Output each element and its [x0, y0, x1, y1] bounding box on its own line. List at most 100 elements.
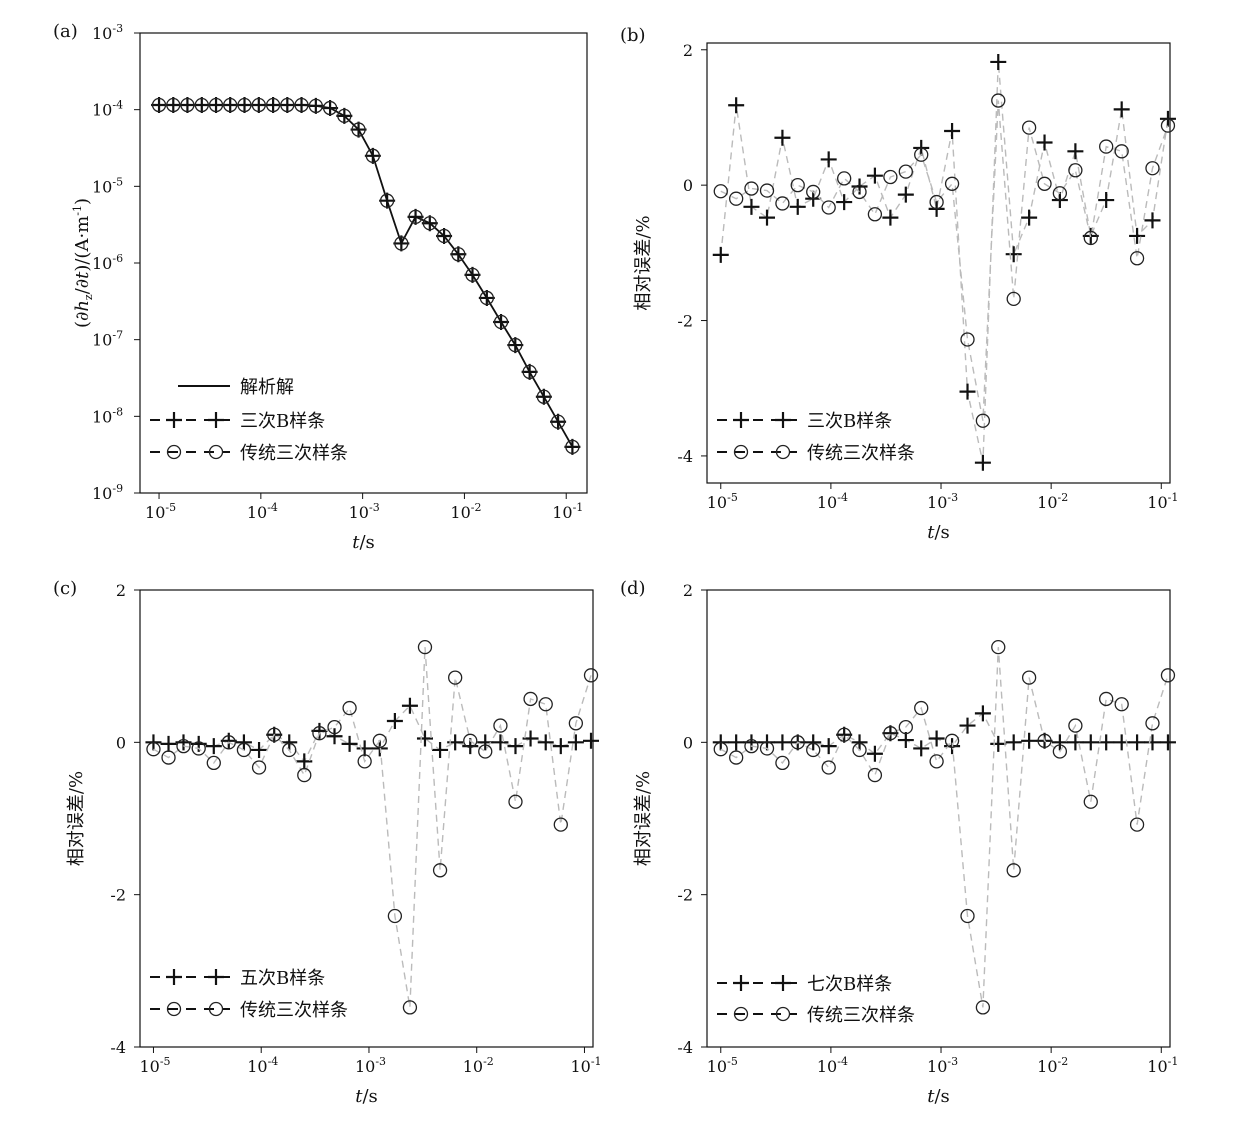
data-point-circle [206, 755, 221, 771]
series-line [720, 61, 1169, 463]
data-point-plus [897, 186, 914, 203]
data-point-plus [974, 454, 991, 471]
data-point-plus [507, 337, 524, 354]
data-point-circle [1083, 230, 1098, 246]
x-tick-label: 10-3 [349, 501, 380, 522]
data-point-plus [326, 728, 343, 745]
panel-label: (c) [53, 578, 77, 599]
data-point-circle [914, 147, 929, 162]
data-point-plus [1082, 734, 1099, 751]
y-tick-label: -2 [110, 886, 126, 905]
data-point-plus [913, 740, 930, 757]
data-point-plus [882, 725, 899, 742]
data-point-circle [180, 97, 195, 113]
data-point-circle [337, 108, 352, 124]
data-point-circle [176, 738, 191, 754]
panel-label: (a) [53, 21, 78, 42]
data-point-circle [342, 700, 357, 716]
data-point-circle [265, 97, 281, 113]
data-point-circle [402, 1000, 418, 1015]
data-point-plus [1021, 732, 1038, 749]
data-point-plus [1129, 227, 1146, 244]
data-point-circle [432, 863, 448, 878]
data-point-circle [565, 439, 580, 454]
data-point-circle [251, 97, 266, 113]
data-point-circle [1160, 118, 1176, 133]
data-point-circle [223, 97, 238, 113]
y-tick-label: 2 [683, 41, 693, 60]
plot-frame [706, 42, 1171, 484]
data-point-plus [928, 730, 945, 747]
chart-panel-c: (c) 10-5 10-4 10-3 10-2 10-1 2 0 -2 -4 t/s 相对误差/% 五次… [53, 578, 602, 1107]
data-point-plus [416, 730, 433, 747]
data-point-circle [1114, 697, 1129, 712]
legend-label: 传统三次样条 [240, 443, 348, 464]
data-point-circle [806, 742, 821, 758]
series-plus [712, 705, 1176, 762]
data-point-plus [552, 738, 569, 755]
data-point-plus [236, 97, 253, 114]
data-point-circle [327, 719, 342, 735]
data-point-circle [322, 100, 338, 116]
data-point-circle [508, 337, 523, 353]
data-point-plus [851, 178, 868, 195]
data-point-circle [852, 742, 867, 758]
data-point-plus [1021, 209, 1038, 226]
data-point-plus [386, 713, 403, 730]
legend-plus-icon [208, 412, 224, 428]
x-tick-label: 10-5 [139, 1055, 170, 1076]
x-tick-label: 10-5 [145, 501, 176, 522]
data-point-circle [194, 97, 209, 113]
data-point-circle [1052, 744, 1068, 759]
y-axis-label: 相对误差/% [633, 771, 654, 866]
y-axis-label: (∂hz/∂t)/(A·m-1) [71, 198, 95, 328]
data-point-circle [852, 184, 867, 200]
x-tick-label: 10-3 [355, 1055, 386, 1076]
data-point-circle [297, 767, 312, 783]
y-tick-label: 10-6 [92, 252, 123, 273]
x-axis-label: t/s [927, 522, 950, 543]
data-point-circle [365, 148, 381, 163]
data-point-plus [521, 363, 538, 380]
data-point-plus [1005, 246, 1022, 263]
y-tick-label: 10-4 [92, 99, 123, 120]
data-point-circle [294, 97, 309, 113]
data-point-plus [165, 97, 182, 114]
data-point-plus [421, 215, 438, 232]
data-point-plus [959, 717, 976, 734]
data-point-plus [866, 745, 883, 762]
data-point-circle [1006, 291, 1021, 307]
data-point-circle [1021, 120, 1037, 135]
x-axis-label: t/s [355, 1086, 378, 1107]
y-tick-label: -4 [110, 1038, 126, 1057]
legend-label: 传统三次样条 [240, 1000, 348, 1021]
data-point-circle [372, 733, 387, 748]
legend-plus-icon [733, 412, 749, 428]
data-point-plus [250, 97, 267, 114]
data-point-circle [357, 754, 372, 769]
data-point-plus [564, 438, 581, 455]
y-tick-label: -2 [677, 312, 693, 331]
data-point-circle [417, 639, 433, 655]
data-point-circle [221, 735, 236, 750]
legend-label: 传统三次样条 [807, 1005, 915, 1026]
data-point-plus [151, 97, 168, 114]
data-point-circle [237, 97, 252, 113]
panel-label: (b) [620, 25, 646, 46]
data-point-plus [393, 235, 410, 252]
data-point-plus [522, 730, 539, 747]
data-point-plus [279, 97, 296, 114]
x-tick-label: 10-1 [570, 1055, 601, 1076]
data-point-plus [436, 227, 453, 244]
data-point-circle [448, 670, 463, 685]
x-tick-label: 10-2 [1037, 1055, 1068, 1076]
data-point-plus [1144, 212, 1161, 229]
data-point-circle [522, 364, 537, 380]
series-circle [713, 93, 1176, 428]
data-point-circle [837, 727, 852, 742]
data-point-circle [251, 760, 267, 775]
y-tick-label: 10-7 [92, 329, 123, 350]
y-tick-label: 10-3 [92, 22, 123, 43]
y-tick-label: 10-9 [92, 482, 123, 503]
